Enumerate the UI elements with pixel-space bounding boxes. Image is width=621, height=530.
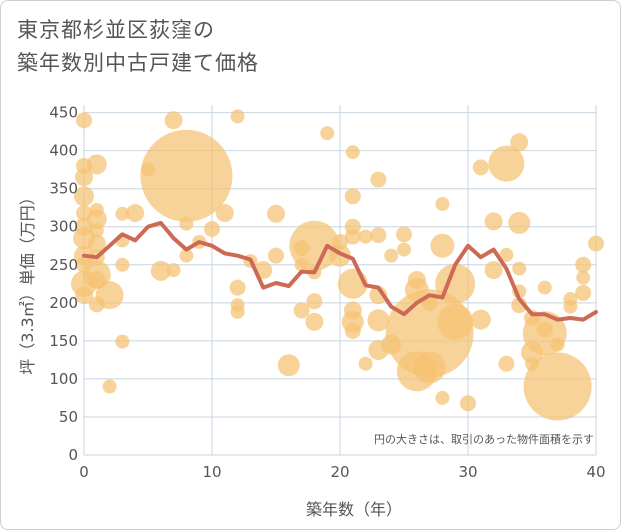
x-tick-label: 40 <box>586 463 605 481</box>
x-tick-label: 0 <box>79 463 89 481</box>
bubble-point <box>396 226 412 243</box>
chart-title-line2: 築年数別中古戸建て価格 <box>17 51 259 75</box>
bubble-point <box>498 355 515 372</box>
y-tick-label: 0 <box>68 446 78 464</box>
bubble-point <box>384 248 399 263</box>
bubble-point <box>95 281 124 310</box>
x-tick-label: 10 <box>202 463 221 481</box>
bubble-point <box>289 220 340 271</box>
bubble-point <box>268 247 284 264</box>
bubble-point <box>277 354 300 377</box>
bubble-point <box>305 312 324 331</box>
bubble-point <box>358 356 373 371</box>
bubble-point <box>332 233 348 250</box>
bubble-point <box>563 299 578 314</box>
y-axis-label: 坪（3.3㎡）単価（万円） <box>18 189 37 374</box>
bubble-point <box>344 228 361 245</box>
bubble-point <box>267 204 285 223</box>
bubble-point <box>435 390 450 405</box>
bubble-point <box>75 168 93 187</box>
chart-title: 東京都杉並区荻窪の 築年数別中古戸建て価格 <box>17 14 259 80</box>
bubble-point <box>87 234 106 253</box>
bubble-point <box>588 235 604 252</box>
bubble-point <box>229 279 246 296</box>
bubble-point <box>74 186 94 207</box>
average-price-line <box>82 220 598 322</box>
bubble-point <box>512 261 527 276</box>
bubble-point <box>230 109 245 124</box>
bubble-point <box>179 216 194 231</box>
bubble-point <box>140 129 233 222</box>
bubble-point <box>488 145 525 182</box>
bubble-point <box>75 286 93 305</box>
bubble-point <box>367 309 390 332</box>
x-tick-label: 30 <box>458 463 477 481</box>
y-tick-label: 250 <box>49 256 78 274</box>
bubble-point <box>472 159 489 176</box>
y-tick-label: 100 <box>49 370 78 388</box>
y-tick-label: 150 <box>49 332 78 350</box>
bubble-point <box>437 303 474 340</box>
bubble-point <box>76 112 92 129</box>
bubble-point <box>370 171 387 188</box>
bubble-point <box>345 145 360 160</box>
bubble-point <box>470 309 491 330</box>
bubble-point <box>499 247 514 262</box>
bubble-point <box>166 263 181 278</box>
y-tick-label: 300 <box>49 218 78 236</box>
bubble-point <box>102 379 117 394</box>
chart-title-line1: 東京都杉並区荻窪の <box>17 18 215 42</box>
bubble-point <box>204 221 220 238</box>
bubble-point <box>397 242 411 257</box>
bubble-point <box>550 337 565 352</box>
y-tick-label: 350 <box>49 180 78 198</box>
bubble-point <box>344 188 361 205</box>
bubble-point <box>86 154 107 175</box>
bubble-point <box>115 206 130 221</box>
bubble-layer <box>71 109 604 421</box>
bubble-point <box>536 321 553 338</box>
bubble-point <box>484 261 503 280</box>
bubble-point <box>164 111 183 130</box>
bubble-point <box>115 257 130 272</box>
y-tick-label: 50 <box>59 408 78 426</box>
bubble-point <box>523 352 592 421</box>
bubble-point <box>179 248 194 263</box>
bubble-point <box>86 209 107 230</box>
bubble-point <box>115 334 130 349</box>
bubble-point <box>215 204 234 223</box>
bubble-size-note: 円の大きさは、取引のあった物件面積を示す <box>374 432 594 446</box>
y-tick-label: 200 <box>49 294 78 312</box>
bubble-point <box>510 133 529 152</box>
bubble-point <box>230 304 245 319</box>
bubble-point <box>435 196 450 211</box>
tick-labels: 0 50 100 150 200 250 300 350 400 450 0 10 20 30 40 <box>49 104 605 481</box>
bubble-point <box>358 229 373 244</box>
bubble-point <box>537 280 552 295</box>
bubble-point <box>293 302 310 319</box>
bubble-point <box>126 204 145 223</box>
y-tick-label: 450 <box>49 104 78 122</box>
bubble-point <box>344 322 361 339</box>
trend-line-layer <box>82 220 598 322</box>
bubble-point <box>508 211 531 234</box>
bubble-point <box>575 284 592 301</box>
bubble-point <box>150 260 171 281</box>
bubble-point <box>320 126 335 141</box>
bubble-point <box>413 351 446 384</box>
bubble-point <box>89 223 104 238</box>
bubble-point <box>575 256 592 273</box>
x-axis-label: 築年数（年） <box>306 500 402 519</box>
bubble-point <box>306 293 323 310</box>
bubble-point <box>430 233 455 258</box>
bubble-point <box>576 270 591 285</box>
bubble-point <box>484 212 503 231</box>
x-tick-label: 20 <box>330 463 349 481</box>
bubble-point <box>370 227 387 244</box>
y-tick-label: 400 <box>49 142 78 160</box>
bubble-point <box>460 395 476 412</box>
